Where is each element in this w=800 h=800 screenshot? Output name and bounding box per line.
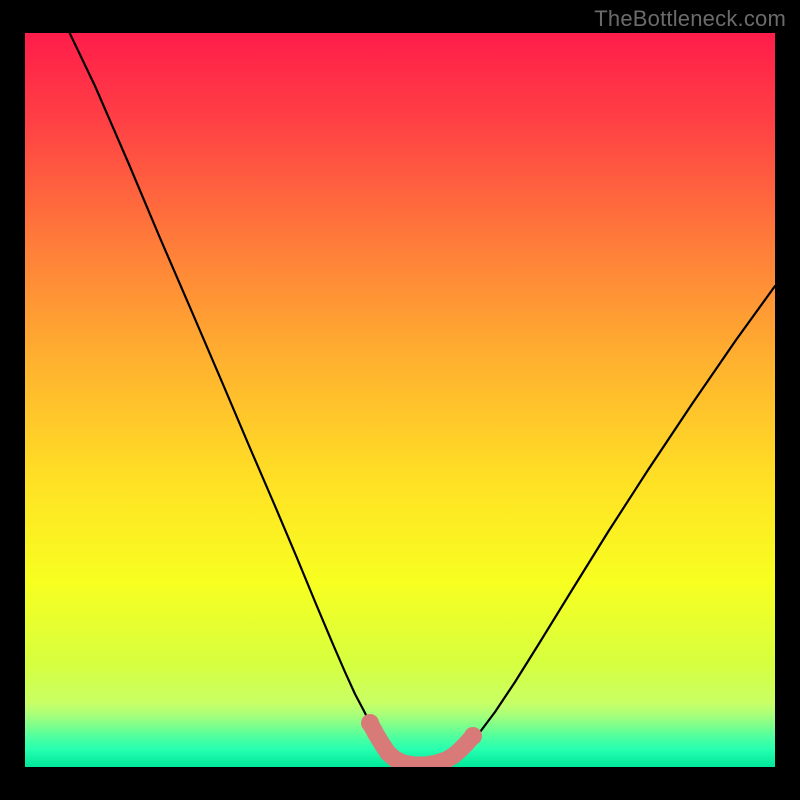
- watermark-text: TheBottleneck.com: [594, 6, 786, 32]
- chart-stage: TheBottleneck.com: [0, 0, 800, 800]
- chart-svg: [0, 0, 800, 800]
